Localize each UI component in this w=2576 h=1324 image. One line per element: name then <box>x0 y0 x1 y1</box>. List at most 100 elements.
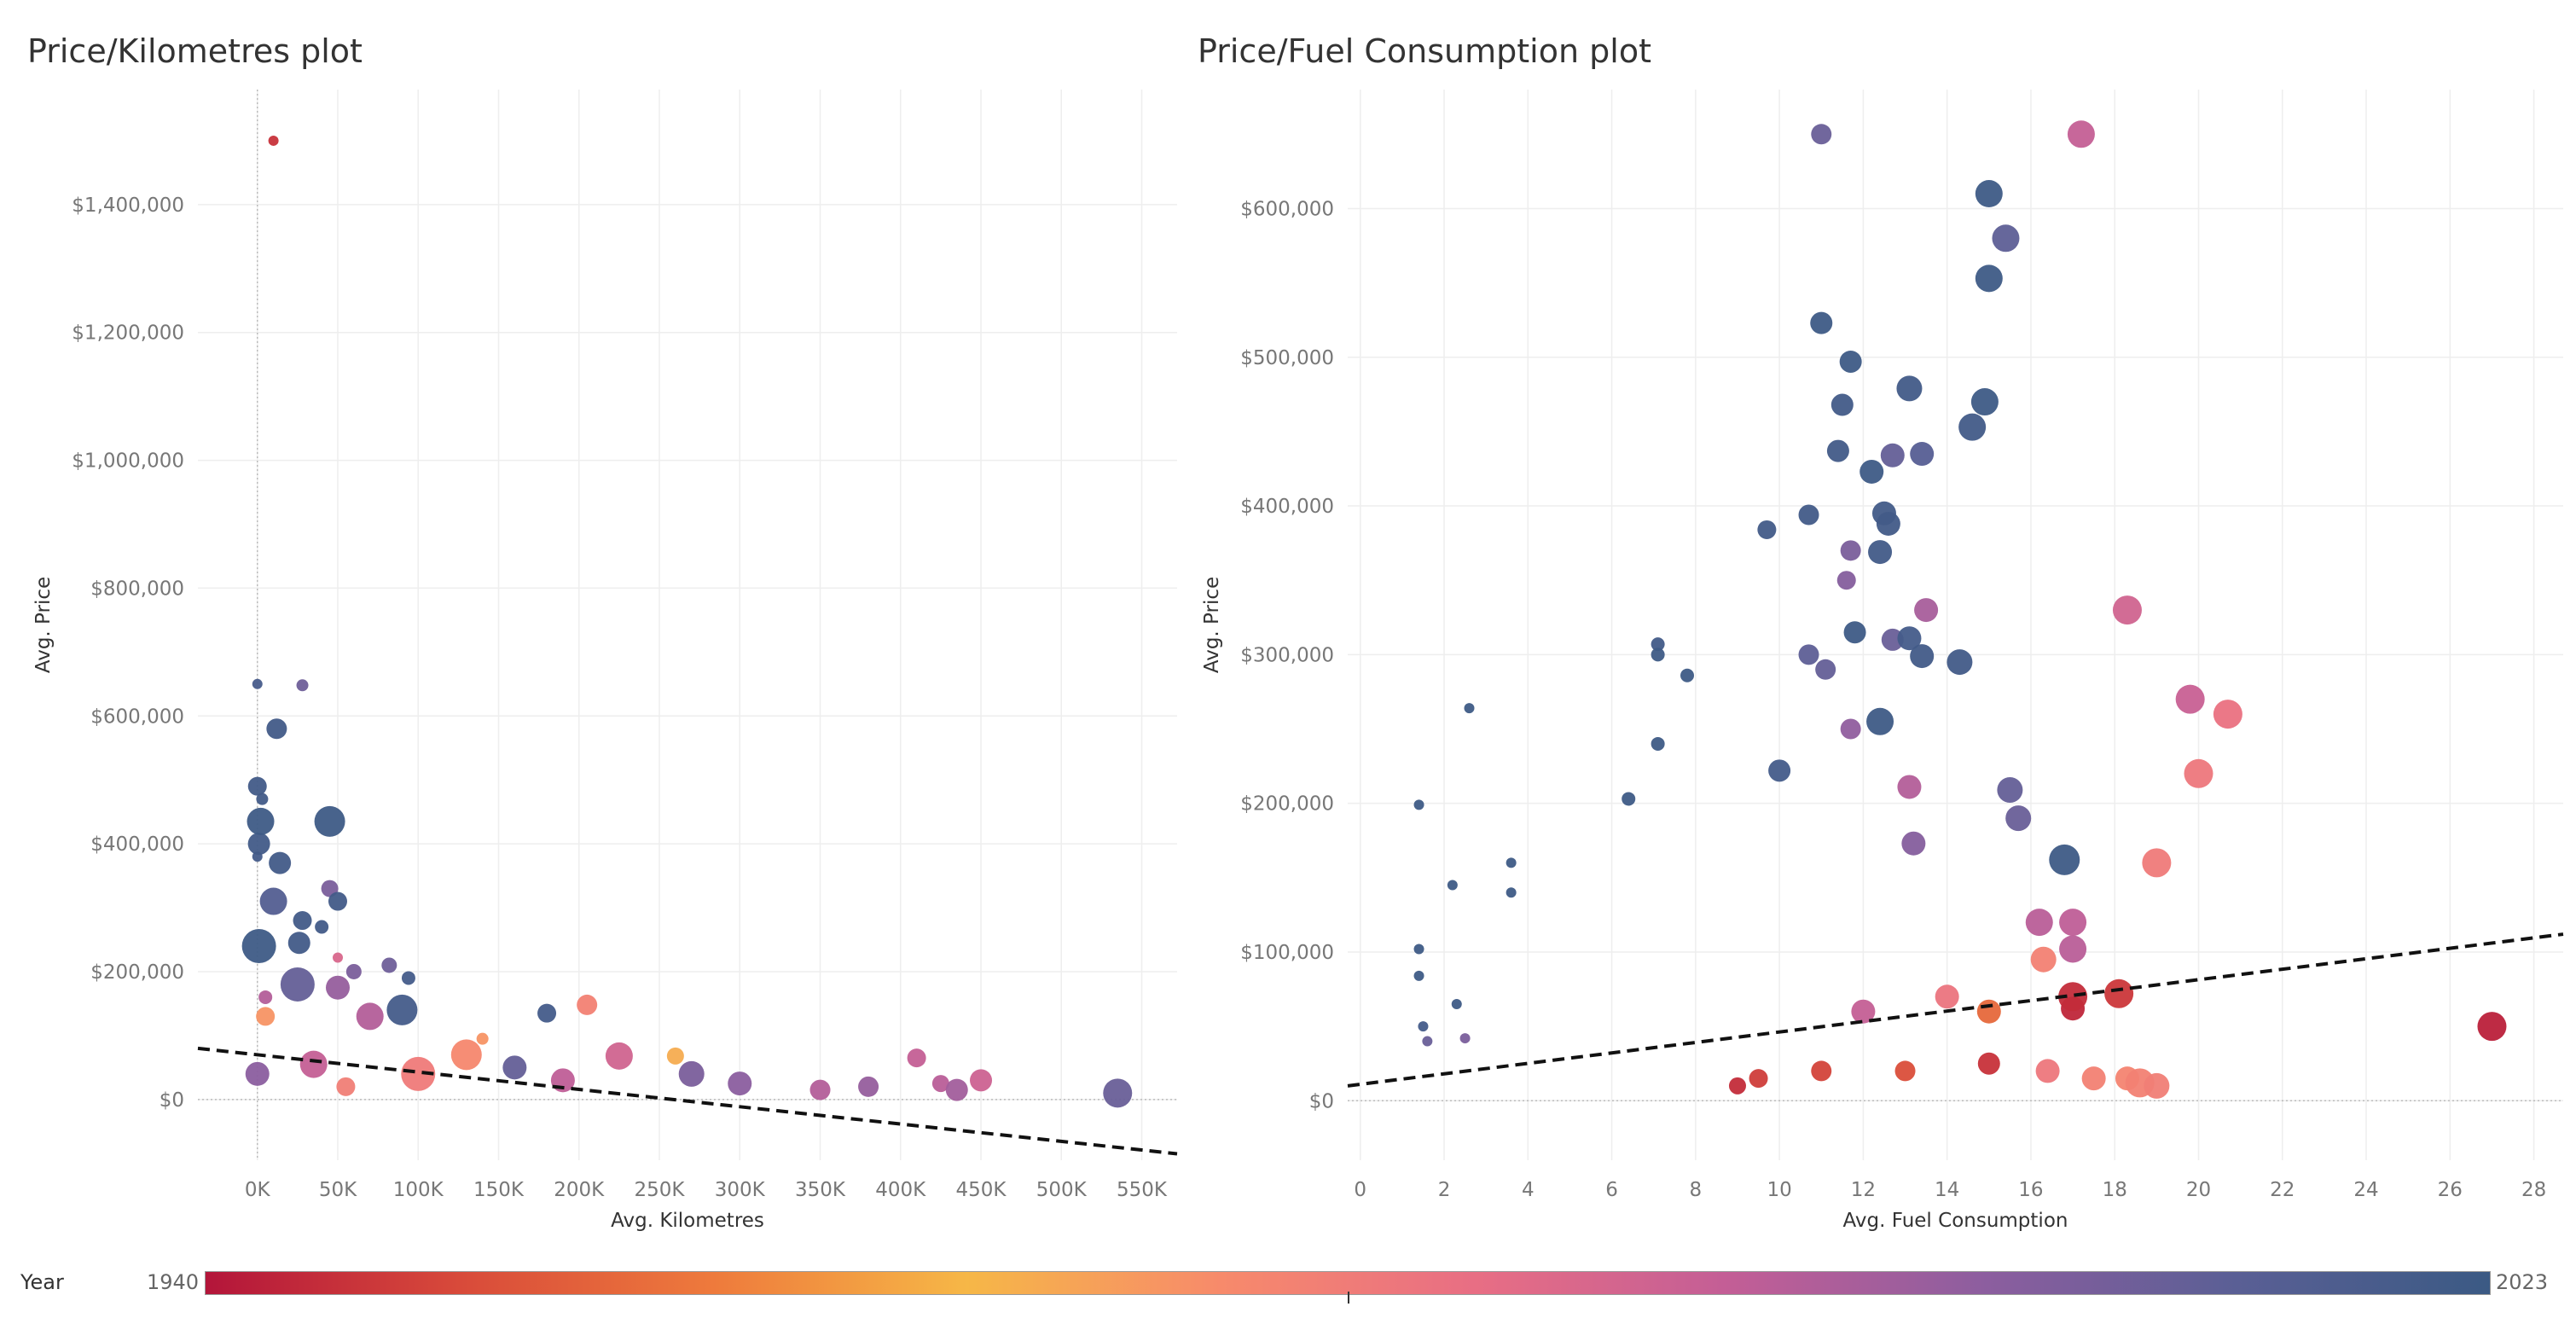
scatter-point <box>2184 758 2213 788</box>
scatter-point <box>296 679 309 692</box>
scatter-point <box>1810 311 1833 334</box>
scatter-point <box>2112 595 2142 625</box>
scatter-point <box>577 994 598 1015</box>
scatter-point <box>1975 264 2003 293</box>
x-tick-label: 20 <box>2186 1179 2211 1201</box>
scatter-point <box>287 932 310 955</box>
scatter-point <box>605 1042 633 1070</box>
scatter-point <box>2025 909 2053 937</box>
y-tick-label: $1,000,000 <box>72 450 184 473</box>
scatter-point <box>2213 700 2242 729</box>
scatter-point <box>1418 1021 1429 1032</box>
y-tick-label: $100,000 <box>1240 942 1334 964</box>
scatter-point <box>401 1056 436 1091</box>
scatter-point <box>1840 540 1861 561</box>
x-axis-label: Avg. Kilometres <box>611 1210 764 1232</box>
scatter-point <box>1970 388 1999 416</box>
scatter-point <box>1651 637 1665 652</box>
scatter-point <box>2035 1059 2060 1083</box>
scatter-point <box>356 1002 384 1031</box>
legend-marker <box>1348 1292 1349 1304</box>
scatter-point <box>970 1069 993 1092</box>
scatter-point <box>299 1050 328 1078</box>
scatter-point <box>1866 707 1894 735</box>
y-tick-label: $400,000 <box>1240 496 1334 518</box>
scatter-point <box>1830 393 1854 416</box>
scatter-point <box>907 1048 926 1068</box>
scatter-point <box>258 990 273 1004</box>
x-tick-label: 28 <box>2521 1179 2546 1201</box>
legend-max-label: 2023 <box>2496 1270 2549 1294</box>
y-tick-label: $200,000 <box>90 961 184 984</box>
x-tick-label: 22 <box>2270 1179 2295 1201</box>
scatter-point <box>1897 775 1922 799</box>
x-tick-label: 12 <box>1851 1179 1876 1201</box>
right-chart-title: Price/Fuel Consumption plot <box>1198 32 1651 70</box>
scatter-point <box>241 929 276 963</box>
scatter-point <box>245 1061 270 1086</box>
scatter-point <box>1910 442 1935 467</box>
scatter-point <box>2058 982 2088 1012</box>
scatter-point <box>256 793 269 805</box>
scatter-point <box>256 1007 276 1026</box>
x-tick-label: 0K <box>245 1179 271 1201</box>
scatter-point <box>2175 684 2205 714</box>
scatter-point <box>1413 970 1424 981</box>
scatter-point <box>345 963 362 979</box>
y-tick-label: $600,000 <box>1240 198 1334 220</box>
scatter-point <box>315 920 329 934</box>
scatter-point <box>1840 718 1861 740</box>
scatter-point <box>2477 1012 2507 1042</box>
scatter-point <box>1947 649 1973 676</box>
x-tick-label: 100K <box>393 1179 444 1201</box>
scatter-point <box>247 807 275 835</box>
scatter-point <box>728 1071 752 1096</box>
scatter-point <box>1622 792 1636 806</box>
scatter-point <box>386 994 418 1025</box>
x-tick-label: 24 <box>2353 1179 2378 1201</box>
scatter-point <box>1843 621 1866 644</box>
scatter-point <box>476 1032 489 1045</box>
scatter-point <box>1451 998 1462 1009</box>
scatter-point <box>252 678 263 689</box>
scatter-point <box>2104 978 2134 1008</box>
left-chart-title: Price/Kilometres plot <box>27 32 363 70</box>
scatter-point <box>666 1047 684 1065</box>
scatter-point <box>450 1039 482 1071</box>
scatter-point <box>259 887 287 915</box>
scatter-point <box>1976 999 2001 1024</box>
scatter-point <box>2059 909 2087 937</box>
scatter-point <box>2059 935 2087 963</box>
scatter-point <box>931 1075 949 1093</box>
legend-min-label: 1940 <box>147 1270 200 1294</box>
trend-line <box>197 1046 1178 1156</box>
scatter-point <box>1798 644 1819 665</box>
scatter-point <box>2030 946 2057 973</box>
scatter-point <box>945 1078 968 1101</box>
scatter-point <box>1901 831 1926 856</box>
scatter-point <box>1811 1060 1832 1082</box>
scatter-point <box>328 891 347 911</box>
scatter-point <box>280 967 315 1002</box>
y-tick-label: $300,000 <box>1240 644 1334 666</box>
legend-label: Year <box>20 1270 64 1294</box>
x-tick-label: 6 <box>1605 1179 1618 1201</box>
scatter-point <box>2005 805 2032 832</box>
scatter-point <box>1447 880 1458 891</box>
scatter-point <box>1896 375 1923 402</box>
scatter-point <box>1768 759 1791 782</box>
scatter-point <box>401 971 415 985</box>
trend-line <box>1347 932 2564 1088</box>
scatter-point <box>2142 848 2172 878</box>
x-axis-label: Avg. Fuel Consumption <box>1843 1210 2068 1232</box>
x-tick-label: 550K <box>1117 1179 1168 1201</box>
scatter-point <box>2049 844 2080 875</box>
scatter-point <box>266 718 287 740</box>
scatter-point <box>1958 413 1987 441</box>
scatter-point <box>1868 540 1893 565</box>
scatter-point <box>1815 659 1836 680</box>
x-tick-label: 26 <box>2438 1179 2463 1201</box>
x-tick-label: 300K <box>715 1179 766 1201</box>
y-tick-label: $0 <box>1309 1090 1334 1112</box>
